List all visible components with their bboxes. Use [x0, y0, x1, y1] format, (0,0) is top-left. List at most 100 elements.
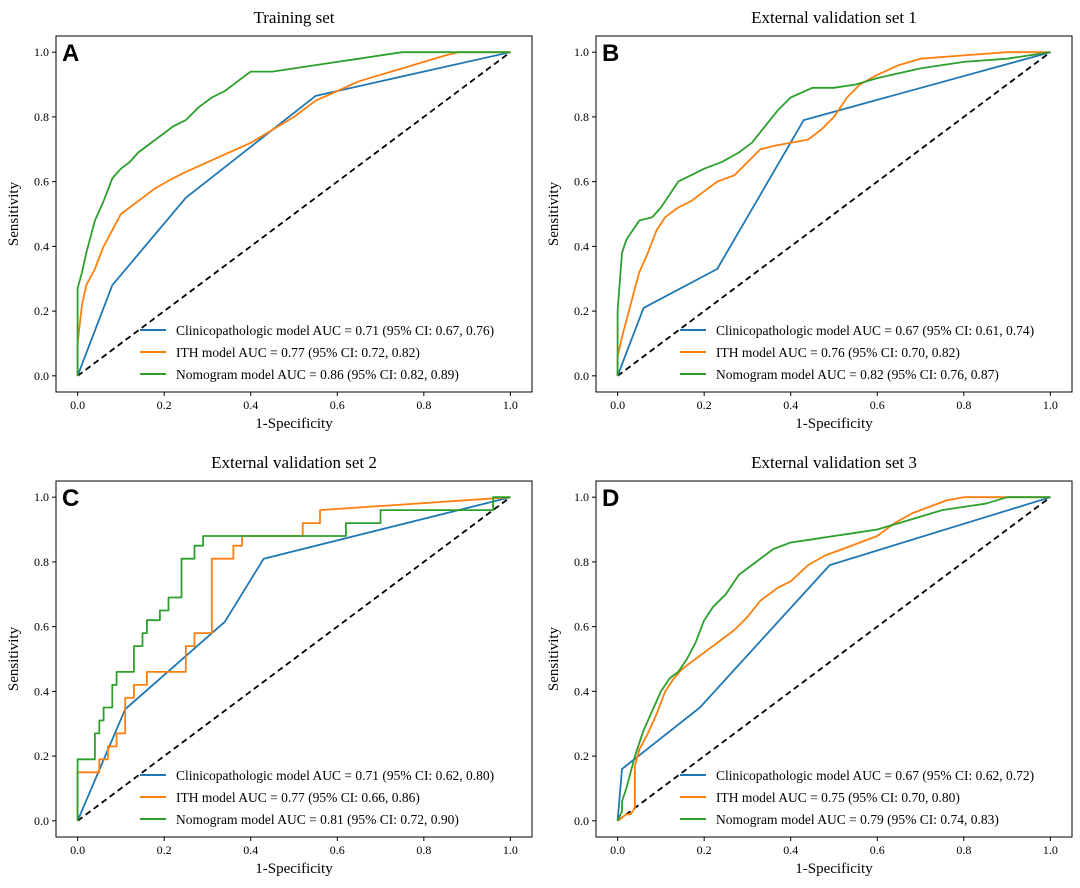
roc-line-series-3 [76, 51, 511, 376]
y-tick-label: 0.6 [34, 620, 49, 634]
y-tick-label: 0.4 [34, 239, 49, 253]
plot-area [616, 51, 1051, 377]
legend: Clinicopathologic model AUC = 0.67 (95% … [680, 768, 1034, 827]
x-tick-label: 0.6 [870, 398, 885, 412]
x-tick-label: 0.4 [243, 843, 258, 857]
axes-frame [595, 35, 1073, 393]
panel-b: External validation set 1 B 0.0 0.0 0.2 0.2 0.… [546, 8, 1073, 432]
x-tick-label: 0.8 [956, 843, 971, 857]
panel-letter: C [62, 485, 79, 512]
legend: Clinicopathologic model AUC = 0.71 (95% … [140, 768, 494, 827]
axes-frame [595, 480, 1073, 838]
x-axis-label: 1-Specificity [795, 416, 873, 432]
x-tick-label: 0.2 [157, 398, 172, 412]
y-tick-label: 0.0 [574, 814, 589, 828]
chart-title: External validation set 3 [751, 453, 917, 472]
x-tick-label: 0.2 [697, 843, 712, 857]
y-tick-label: 0.4 [574, 684, 589, 698]
legend-label-3: Nomogram model AUC = 0.86 (95% CI: 0.82,… [176, 367, 459, 382]
roc-line-series-3 [616, 51, 1051, 376]
x-tick-label: 0.4 [783, 843, 798, 857]
legend: Clinicopathologic model AUC = 0.71 (95% … [140, 323, 494, 382]
legend: Clinicopathologic model AUC = 0.67 (95% … [680, 323, 1034, 382]
roc-line-series-1 [76, 51, 511, 377]
y-tick-label: 0.2 [574, 749, 589, 763]
reference-diagonal-line [617, 51, 1051, 377]
x-tick-label: 0.6 [330, 843, 345, 857]
reference-diagonal-line [617, 496, 1051, 822]
x-tick-label: 1.0 [503, 843, 518, 857]
y-tick-label: 1.0 [574, 490, 589, 504]
legend-label-3: Nomogram model AUC = 0.81 (95% CI: 0.72,… [176, 812, 459, 827]
legend-label-2: ITH model AUC = 0.76 (95% CI: 0.70, 0.82… [716, 345, 960, 360]
y-tick-label: 0.4 [34, 684, 49, 698]
y-tick-label: 0.2 [574, 304, 589, 318]
legend-label-2: ITH model AUC = 0.77 (95% CI: 0.66, 0.86… [176, 790, 420, 805]
legend-label-1: Clinicopathologic model AUC = 0.71 (95% … [176, 768, 494, 783]
reference-diagonal-line [77, 496, 511, 822]
x-tick-label: 1.0 [503, 398, 518, 412]
panel-c: External validation set 2 C 0.0 0.0 0.2 0.2 0.… [6, 453, 533, 877]
axes-frame [55, 480, 533, 838]
y-tick-label: 1.0 [574, 45, 589, 59]
x-tick-label: 0.4 [783, 398, 798, 412]
roc-line-series-3 [616, 496, 1051, 822]
legend-label-3: Nomogram model AUC = 0.79 (95% CI: 0.74,… [716, 812, 999, 827]
y-axis-label: Sensitivity [6, 626, 22, 691]
y-tick-label: 0.0 [34, 369, 49, 383]
x-tick-label: 0.0 [70, 398, 85, 412]
x-tick-label: 1.0 [1043, 843, 1058, 857]
x-tick-label: 0.6 [870, 843, 885, 857]
x-tick-label: 0.8 [416, 843, 431, 857]
plot-area [616, 496, 1051, 822]
x-tick-label: 0.0 [610, 398, 625, 412]
y-tick-label: 0.2 [34, 304, 49, 318]
chart-title: Training set [253, 8, 334, 27]
roc-line-series-2 [617, 496, 1051, 822]
panels: Training set A 0.0 0.0 0.2 0.2 0.4 0.4 0.6 0.6 0.8… [6, 8, 1073, 877]
y-tick-label: 0.8 [574, 110, 589, 124]
x-tick-label: 0.0 [70, 843, 85, 857]
chart-title: External validation set 1 [751, 8, 917, 27]
x-tick-label: 0.4 [243, 398, 258, 412]
panel-a: Training set A 0.0 0.0 0.2 0.2 0.4 0.4 0.6 0.6 0.8… [6, 8, 533, 432]
x-tick-label: 0.0 [610, 843, 625, 857]
y-tick-label: 0.0 [574, 369, 589, 383]
x-tick-label: 0.2 [157, 843, 172, 857]
legend-label-1: Clinicopathologic model AUC = 0.71 (95% … [176, 323, 494, 338]
x-tick-label: 0.2 [697, 398, 712, 412]
y-tick-label: 0.8 [574, 555, 589, 569]
roc-line-series-2 [616, 51, 1051, 376]
legend-label-1: Clinicopathologic model AUC = 0.67 (95% … [716, 323, 1034, 338]
x-axis-label: 1-Specificity [255, 861, 333, 877]
y-tick-label: 1.0 [34, 45, 49, 59]
x-tick-label: 0.6 [330, 398, 345, 412]
chart-title: External validation set 2 [211, 453, 377, 472]
panel-letter: A [62, 40, 79, 67]
panel-letter: D [602, 485, 619, 512]
y-tick-label: 0.0 [34, 814, 49, 828]
y-tick-label: 0.2 [34, 749, 49, 763]
x-tick-label: 0.8 [956, 398, 971, 412]
roc-line-series-3 [76, 496, 511, 821]
y-tick-label: 1.0 [34, 490, 49, 504]
plot-area [76, 51, 511, 377]
roc-line-series-1 [616, 51, 1051, 377]
x-tick-label: 1.0 [1043, 398, 1058, 412]
legend-label-2: ITH model AUC = 0.77 (95% CI: 0.72, 0.82… [176, 345, 420, 360]
legend-label-3: Nomogram model AUC = 0.82 (95% CI: 0.76,… [716, 367, 999, 382]
legend-label-1: Clinicopathologic model AUC = 0.67 (95% … [716, 768, 1034, 783]
x-tick-label: 0.8 [416, 398, 431, 412]
axes-frame [55, 35, 533, 393]
roc-line-series-2 [76, 51, 511, 376]
y-tick-label: 0.6 [34, 175, 49, 189]
reference-diagonal-line [77, 51, 511, 377]
y-tick-label: 0.4 [574, 239, 589, 253]
y-axis-label: Sensitivity [546, 181, 562, 246]
y-tick-label: 0.6 [574, 620, 589, 634]
plot-area [76, 496, 511, 822]
legend-label-2: ITH model AUC = 0.75 (95% CI: 0.70, 0.80… [716, 790, 960, 805]
roc-line-series-1 [616, 496, 1051, 821]
y-tick-label: 0.8 [34, 110, 49, 124]
